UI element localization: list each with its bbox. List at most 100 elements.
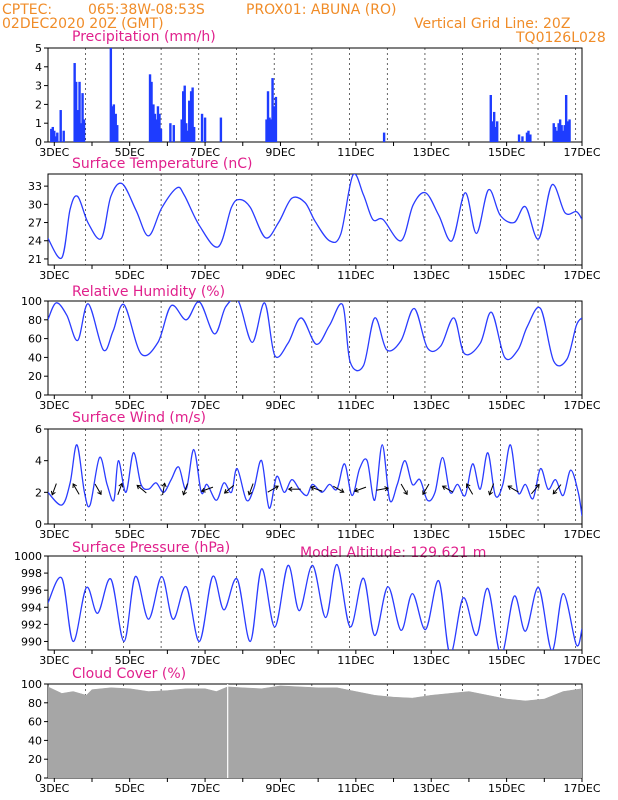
humidity-series (48, 301, 582, 372)
temperature-ytick-label: 33 (28, 180, 42, 193)
wind-arrow (531, 483, 540, 495)
wind-arrow-head (287, 486, 293, 492)
wind-arrow (50, 483, 57, 496)
cloud_cover-xtick-label: 3DEC (39, 782, 69, 795)
wind-title: Surface Wind (m/s) (72, 410, 206, 426)
temperature-xtick-label: 17DEC (563, 269, 600, 282)
pressure-panel: 3DEC 5DEC 7DEC 9DEC 11DEC 13DEC 15DEC 17DEC 990 9… (14, 540, 601, 667)
precip-bar (153, 113, 157, 142)
pressure-ytick-label: 994 (21, 601, 42, 614)
wind-arrow-head (182, 490, 187, 496)
temperature-xtick-label: 15DEC (488, 269, 525, 282)
humidity-ytick-label: 40 (28, 351, 42, 364)
temperature-panel: 3DEC 5DEC 7DEC 9DEC 11DEC 13DEC 15DEC 17DEC 21 24… (28, 156, 601, 282)
wind-series (48, 444, 582, 517)
wind-arrow-shaft (72, 483, 80, 495)
precipitation-ytick-label: 4 (35, 61, 42, 74)
cloud_cover-ytick-label: 40 (28, 734, 42, 747)
precipitation-xtick-label: 13DEC (413, 146, 450, 159)
precip-bar (566, 121, 570, 142)
precip-bar (159, 128, 163, 142)
cloud_cover-ytick-label: 0 (35, 772, 42, 785)
wind-arrow-shaft (354, 486, 367, 492)
precip-bar (529, 134, 532, 142)
header-init-time: 02DEC2020 20Z (GMT) (2, 16, 164, 32)
wind-arrow-head (247, 490, 253, 496)
wind-arrow-head (488, 490, 493, 496)
precip-bar (186, 130, 189, 142)
precip-bar (495, 121, 499, 142)
humidity-panel: 3DEC 5DEC 7DEC 9DEC 11DEC 13DEC 15DEC 17DEC 0 20 4… (21, 284, 601, 412)
precip-bar (78, 81, 81, 142)
precip-bar (62, 130, 65, 142)
humidity-title: Relative Humidity (%) (72, 284, 225, 300)
wind-arrow-shaft (201, 486, 214, 492)
humidity-xtick-label: 11DEC (337, 399, 374, 412)
wind-arrow-shaft (422, 483, 430, 495)
cloud_cover-xtick-label: 9DEC (265, 782, 295, 795)
temperature-frame (47, 173, 583, 266)
cloud_cover-ytick-label: 80 (28, 697, 42, 710)
precip-bar (568, 119, 571, 142)
wind-arrow-head (339, 488, 345, 493)
wind-xtick-label: 3DEC (39, 528, 69, 541)
cloud_cover-xtick-label: 13DEC (413, 782, 450, 795)
precip-bar (494, 126, 497, 142)
temperature-ytick-label: 27 (28, 217, 42, 230)
precip-bar (272, 106, 276, 142)
wind-arrow-shaft (531, 484, 540, 495)
wind-arrow-shaft (507, 485, 519, 493)
wind-arrow-head (535, 483, 540, 489)
precip-bar (116, 125, 119, 142)
precipitation-frame (47, 47, 583, 143)
wind-arrow (267, 485, 279, 493)
wind-arrow-head (97, 490, 102, 496)
wind-arrow-head (200, 487, 206, 493)
precipitation-title: Precipitation (mm/h) (72, 29, 216, 45)
precip-bar (112, 104, 116, 142)
humidity-xtick-label: 13DEC (413, 399, 450, 412)
precip-bar (155, 119, 158, 142)
pressure-line (48, 563, 582, 650)
wind-arrow (72, 483, 80, 495)
wind-xtick-label: 7DEC (190, 528, 220, 541)
humidity-xtick-label: 3DEC (39, 399, 69, 412)
precip-bar (172, 125, 175, 142)
wind-arrow (441, 485, 454, 493)
precip-bar (268, 117, 271, 142)
wind-arrow-shaft (466, 483, 474, 495)
pressure-xtick-label: 11DEC (337, 654, 374, 667)
wind-xtick-label: 15DEC (488, 528, 525, 541)
temperature-ytick-label: 24 (28, 235, 42, 248)
wind-arrow (117, 482, 124, 495)
cloud_cover-xtick-label: 17DEC (563, 782, 600, 795)
precip-bar (527, 130, 530, 142)
cloud_cover-xtick-label: 15DEC (488, 782, 525, 795)
precip-bar (560, 125, 563, 142)
wind-arrow (422, 483, 430, 496)
precip-bar (152, 104, 155, 142)
precip-bar (558, 119, 562, 142)
header-source: CPTEC: (2, 2, 52, 18)
wind-arrow-shaft (376, 487, 389, 491)
precip-bar (182, 91, 185, 142)
precip-bar (81, 93, 84, 142)
precip-bar (192, 126, 196, 142)
precip-bar (265, 119, 268, 142)
precip-bar (180, 119, 183, 142)
pressure-ytick-label: 992 (21, 618, 42, 631)
temperature-xtick-label: 3DEC (39, 269, 69, 282)
precipitation-xtick-label: 7DEC (190, 146, 220, 159)
cloud-area (48, 685, 582, 778)
wind-xtick-label: 5DEC (115, 528, 145, 541)
wind-arrow-head (507, 485, 513, 490)
cloud_cover-xtick-label: 7DEC (190, 782, 220, 795)
precipitation-xtick-label: 11DEC (337, 146, 374, 159)
wind-arrow-head (136, 484, 142, 490)
plot-area: 3DEC 5DEC 7DEC 9DEC 11DEC 13DEC 15DEC 17DEC0123… (14, 29, 601, 795)
precipitation-ytick-label: 1 (35, 117, 42, 130)
precip-bar (561, 130, 565, 142)
precip-bar (185, 123, 188, 142)
precip-bar (74, 81, 78, 142)
